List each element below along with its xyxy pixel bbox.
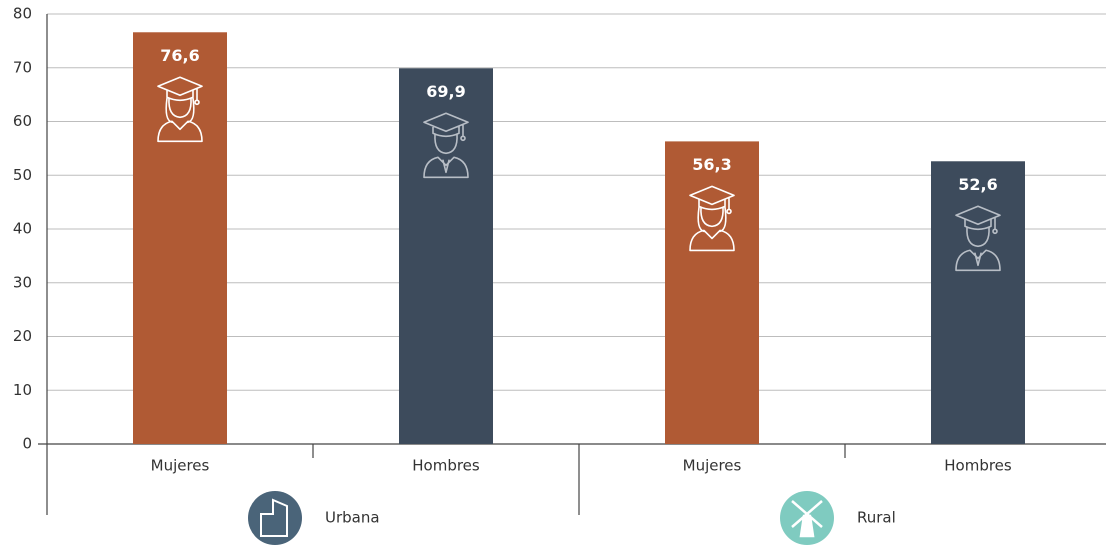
value-label: 56,3 <box>692 155 731 174</box>
cap <box>689 185 735 211</box>
y-tick-label: 40 <box>13 220 32 238</box>
head <box>434 133 458 155</box>
graduate-icon <box>689 185 735 252</box>
tie <box>442 159 450 174</box>
building <box>260 498 288 537</box>
y-tick-label: 0 <box>22 435 32 453</box>
y-tick-label: 80 <box>13 5 32 23</box>
tassel <box>992 228 998 235</box>
bar <box>399 68 493 444</box>
graduate-icon <box>157 76 203 143</box>
y-tick-label: 70 <box>13 58 32 76</box>
y-tick-label: 60 <box>13 112 32 130</box>
body <box>689 229 735 252</box>
group-label: Rural <box>857 509 896 527</box>
graduate-icon <box>955 205 1001 272</box>
value-label: 52,6 <box>958 175 997 194</box>
bar <box>665 141 759 444</box>
body <box>423 156 469 179</box>
group-label: Urbana <box>325 509 380 527</box>
bar <box>931 161 1025 444</box>
y-tick-label: 30 <box>13 273 32 291</box>
x-tick-label: Mujeres <box>151 457 210 475</box>
cap <box>955 205 1001 231</box>
head <box>700 206 724 228</box>
body <box>157 120 203 143</box>
head <box>966 226 990 248</box>
cap <box>423 112 469 138</box>
body <box>955 249 1001 272</box>
value-label: 69,9 <box>426 82 465 101</box>
y-tick-label: 20 <box>13 327 32 345</box>
tassel <box>460 135 466 142</box>
value-label: 76,6 <box>160 46 199 65</box>
y-tick-label: 50 <box>13 166 32 184</box>
cap <box>157 76 203 102</box>
x-tick-label: Hombres <box>412 457 480 475</box>
graduate-icon <box>423 112 469 179</box>
x-tick-label: Mujeres <box>683 457 742 475</box>
y-tick-label: 10 <box>13 381 32 399</box>
head <box>168 97 192 119</box>
tie <box>974 252 982 267</box>
tassel <box>726 208 732 215</box>
tassel <box>194 99 200 106</box>
x-tick-label: Hombres <box>944 457 1012 475</box>
windmill <box>791 500 823 538</box>
bar <box>133 32 227 445</box>
